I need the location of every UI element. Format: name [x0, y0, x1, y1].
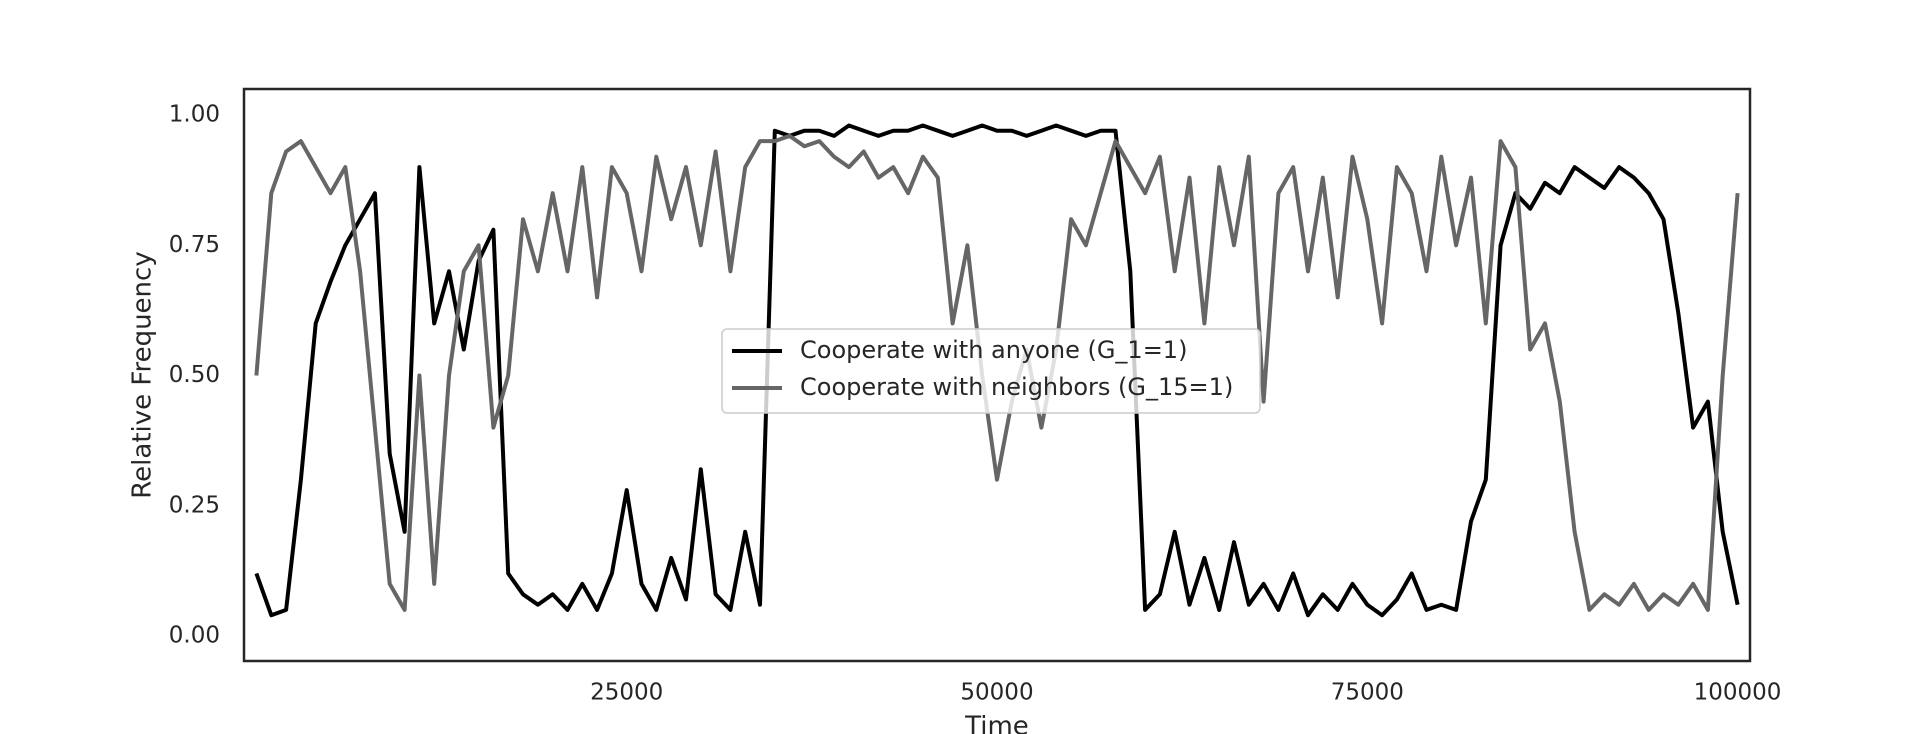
y-tick-label: 0.00	[169, 622, 220, 648]
legend-box	[721, 328, 1261, 414]
x-tick-label: 50000	[960, 680, 1033, 706]
legend: Cooperate with anyone (G_1=1) Cooperate w…	[721, 328, 1261, 414]
data-line	[254, 133, 1740, 612]
plot-frame	[242, 87, 1752, 663]
x-tick-label: 100000	[1694, 680, 1782, 706]
x-tick-label: 75000	[1331, 680, 1404, 706]
x-tick-label: 25000	[590, 680, 663, 706]
x-axis-label: Time	[964, 712, 1029, 734]
y-tick-label: 0.75	[169, 232, 220, 258]
y-axis-label: Relative Frequency	[128, 251, 158, 498]
legend-label: Cooperate with anyone (G_1=1)	[800, 336, 1187, 364]
legend-label: Cooperate with neighbors (G_15=1)	[800, 373, 1233, 401]
y-tick-label: 1.00	[169, 102, 220, 128]
y-tick-label: 0.50	[169, 362, 220, 388]
y-tick-label: 0.25	[169, 492, 220, 518]
data-line	[254, 123, 1740, 618]
